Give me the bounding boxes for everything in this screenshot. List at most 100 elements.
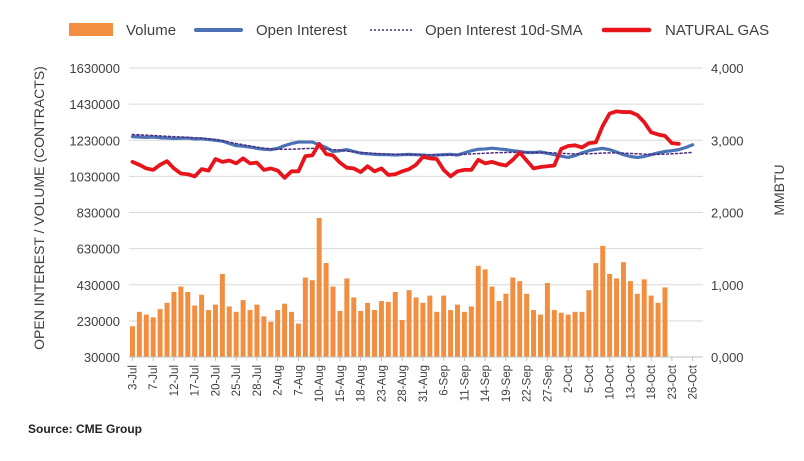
x-tick-label: 14-Sep: [480, 365, 492, 402]
volume-bar: [206, 310, 212, 357]
volume-bar: [558, 312, 564, 357]
volume-bar: [372, 310, 377, 357]
volume-bar: [302, 277, 308, 357]
x-tick-label: 23-Aug: [376, 365, 388, 402]
volume-bar: [247, 310, 253, 357]
volume-bar: [212, 304, 218, 357]
x-tick-label: 3-Jul: [127, 365, 139, 390]
volume-bar: [531, 310, 537, 357]
volume-bar: [157, 309, 163, 357]
volume-bar: [392, 291, 398, 357]
left-tick-label: 430000: [77, 278, 120, 293]
volume-bar: [378, 301, 384, 357]
legend-swatch-volume: [69, 23, 113, 36]
volume-bars: [129, 217, 668, 357]
x-tick-label: 22-Sep: [522, 365, 534, 402]
x-tick-label: 5-Oct: [584, 364, 596, 393]
volume-bar: [185, 291, 191, 357]
x-tick-label: 11-Sep: [459, 365, 471, 401]
x-tick-label: 25-Jul: [231, 365, 243, 396]
left-tick-label: 1630000: [69, 61, 120, 76]
volume-bar: [385, 301, 391, 357]
volume-bar: [620, 262, 626, 357]
x-tick-label: 2-Oct: [563, 364, 575, 393]
volume-bar: [219, 273, 225, 357]
volume-bar: [199, 294, 205, 357]
legend-label-volume: Volume: [126, 22, 176, 39]
legend-label-sma: Open Interest 10d-SMA: [425, 22, 583, 39]
volume-bar: [406, 290, 412, 357]
volume-bar: [655, 302, 661, 357]
series-line-open-interest-10d-sma: [131, 133, 694, 156]
volume-bar: [448, 310, 454, 357]
volume-bar: [254, 304, 260, 357]
left-axis-title: OPEN INTEREST / VOLUME (CONTRACTS): [31, 66, 47, 350]
left-tick-label: 830000: [77, 206, 120, 221]
volume-bar: [365, 302, 371, 357]
x-tick-label: 10-Aug: [314, 365, 326, 402]
x-tick-label: 31-Aug: [418, 365, 430, 402]
volume-bar: [240, 300, 246, 357]
volume-bar: [614, 278, 620, 357]
volume-bar: [178, 286, 184, 357]
volume-bar: [129, 326, 135, 357]
volume-bar: [143, 314, 149, 357]
volume-bar: [544, 282, 550, 357]
volume-bar: [641, 279, 647, 357]
volume-bar: [399, 319, 405, 357]
volume-bar: [420, 302, 426, 357]
volume-bar: [226, 306, 232, 357]
volume-bar: [441, 295, 447, 357]
volume-bar: [164, 302, 170, 357]
right-tick-label: 1,000: [711, 278, 744, 293]
legend-label-natural-gas: NATURAL GAS: [665, 22, 769, 39]
legend: Volume Open Interest Open Interest 10d-S…: [69, 22, 769, 39]
volume-bar: [358, 310, 364, 357]
volume-bar: [593, 263, 599, 357]
volume-bar: [337, 310, 343, 357]
x-tick-label: 28-Aug: [397, 365, 409, 402]
volume-bar: [316, 217, 322, 357]
left-axis-ticks: 1630000 1430000 1230000 1030000 830000 630000…: [69, 61, 120, 365]
volume-bar: [634, 293, 640, 357]
volume-bar: [662, 287, 668, 357]
volume-bar: [330, 286, 336, 357]
volume-bar: [600, 245, 606, 357]
left-tick-label: 30000: [84, 350, 120, 365]
volume-bar: [475, 265, 481, 357]
volume-bar: [586, 290, 592, 357]
volume-bar: [510, 277, 516, 357]
volume-bar: [275, 310, 281, 357]
volume-bar: [503, 293, 509, 357]
right-tick-label: 2,000: [711, 206, 744, 221]
x-tick-label: 27-Sep: [542, 365, 554, 402]
x-tick-label: 7-Aug: [293, 365, 305, 396]
volume-bar: [150, 317, 156, 357]
volume-bar: [565, 314, 571, 357]
x-tick-label: 15-Aug: [335, 365, 347, 402]
volume-bar: [489, 286, 495, 357]
volume-bar: [579, 311, 585, 357]
legend-label-open-interest: Open Interest: [256, 22, 348, 39]
x-tick-label: 10-Oct: [605, 364, 617, 399]
x-tick-label: 6-Sep: [439, 365, 451, 396]
volume-bar: [171, 291, 177, 357]
x-tick-label: 18-Oct: [646, 364, 658, 399]
x-tick-label: 28-Jul: [252, 365, 264, 396]
volume-bar: [607, 273, 613, 357]
volume-bar: [496, 301, 502, 357]
right-axis-title: MMBTU: [771, 164, 787, 215]
left-tick-label: 1230000: [69, 133, 120, 148]
x-tick-label: 17-Jul: [190, 365, 202, 396]
left-tick-label: 1030000: [69, 169, 120, 184]
volume-bar: [295, 323, 301, 357]
x-axis-ticks: 3-Jul 7-Jul 12-Jul 17-Jul 20-Jul 25-Jul 28-Jul…: [127, 357, 700, 402]
volume-bar: [261, 316, 267, 357]
volume-bar: [427, 295, 433, 357]
x-tick-label: 12-Jul: [169, 365, 181, 396]
volume-bar: [434, 311, 440, 357]
volume-bar: [524, 293, 530, 357]
series-line-natural-gas: [130, 109, 681, 180]
x-tick-label: 7-Jul: [148, 365, 160, 390]
